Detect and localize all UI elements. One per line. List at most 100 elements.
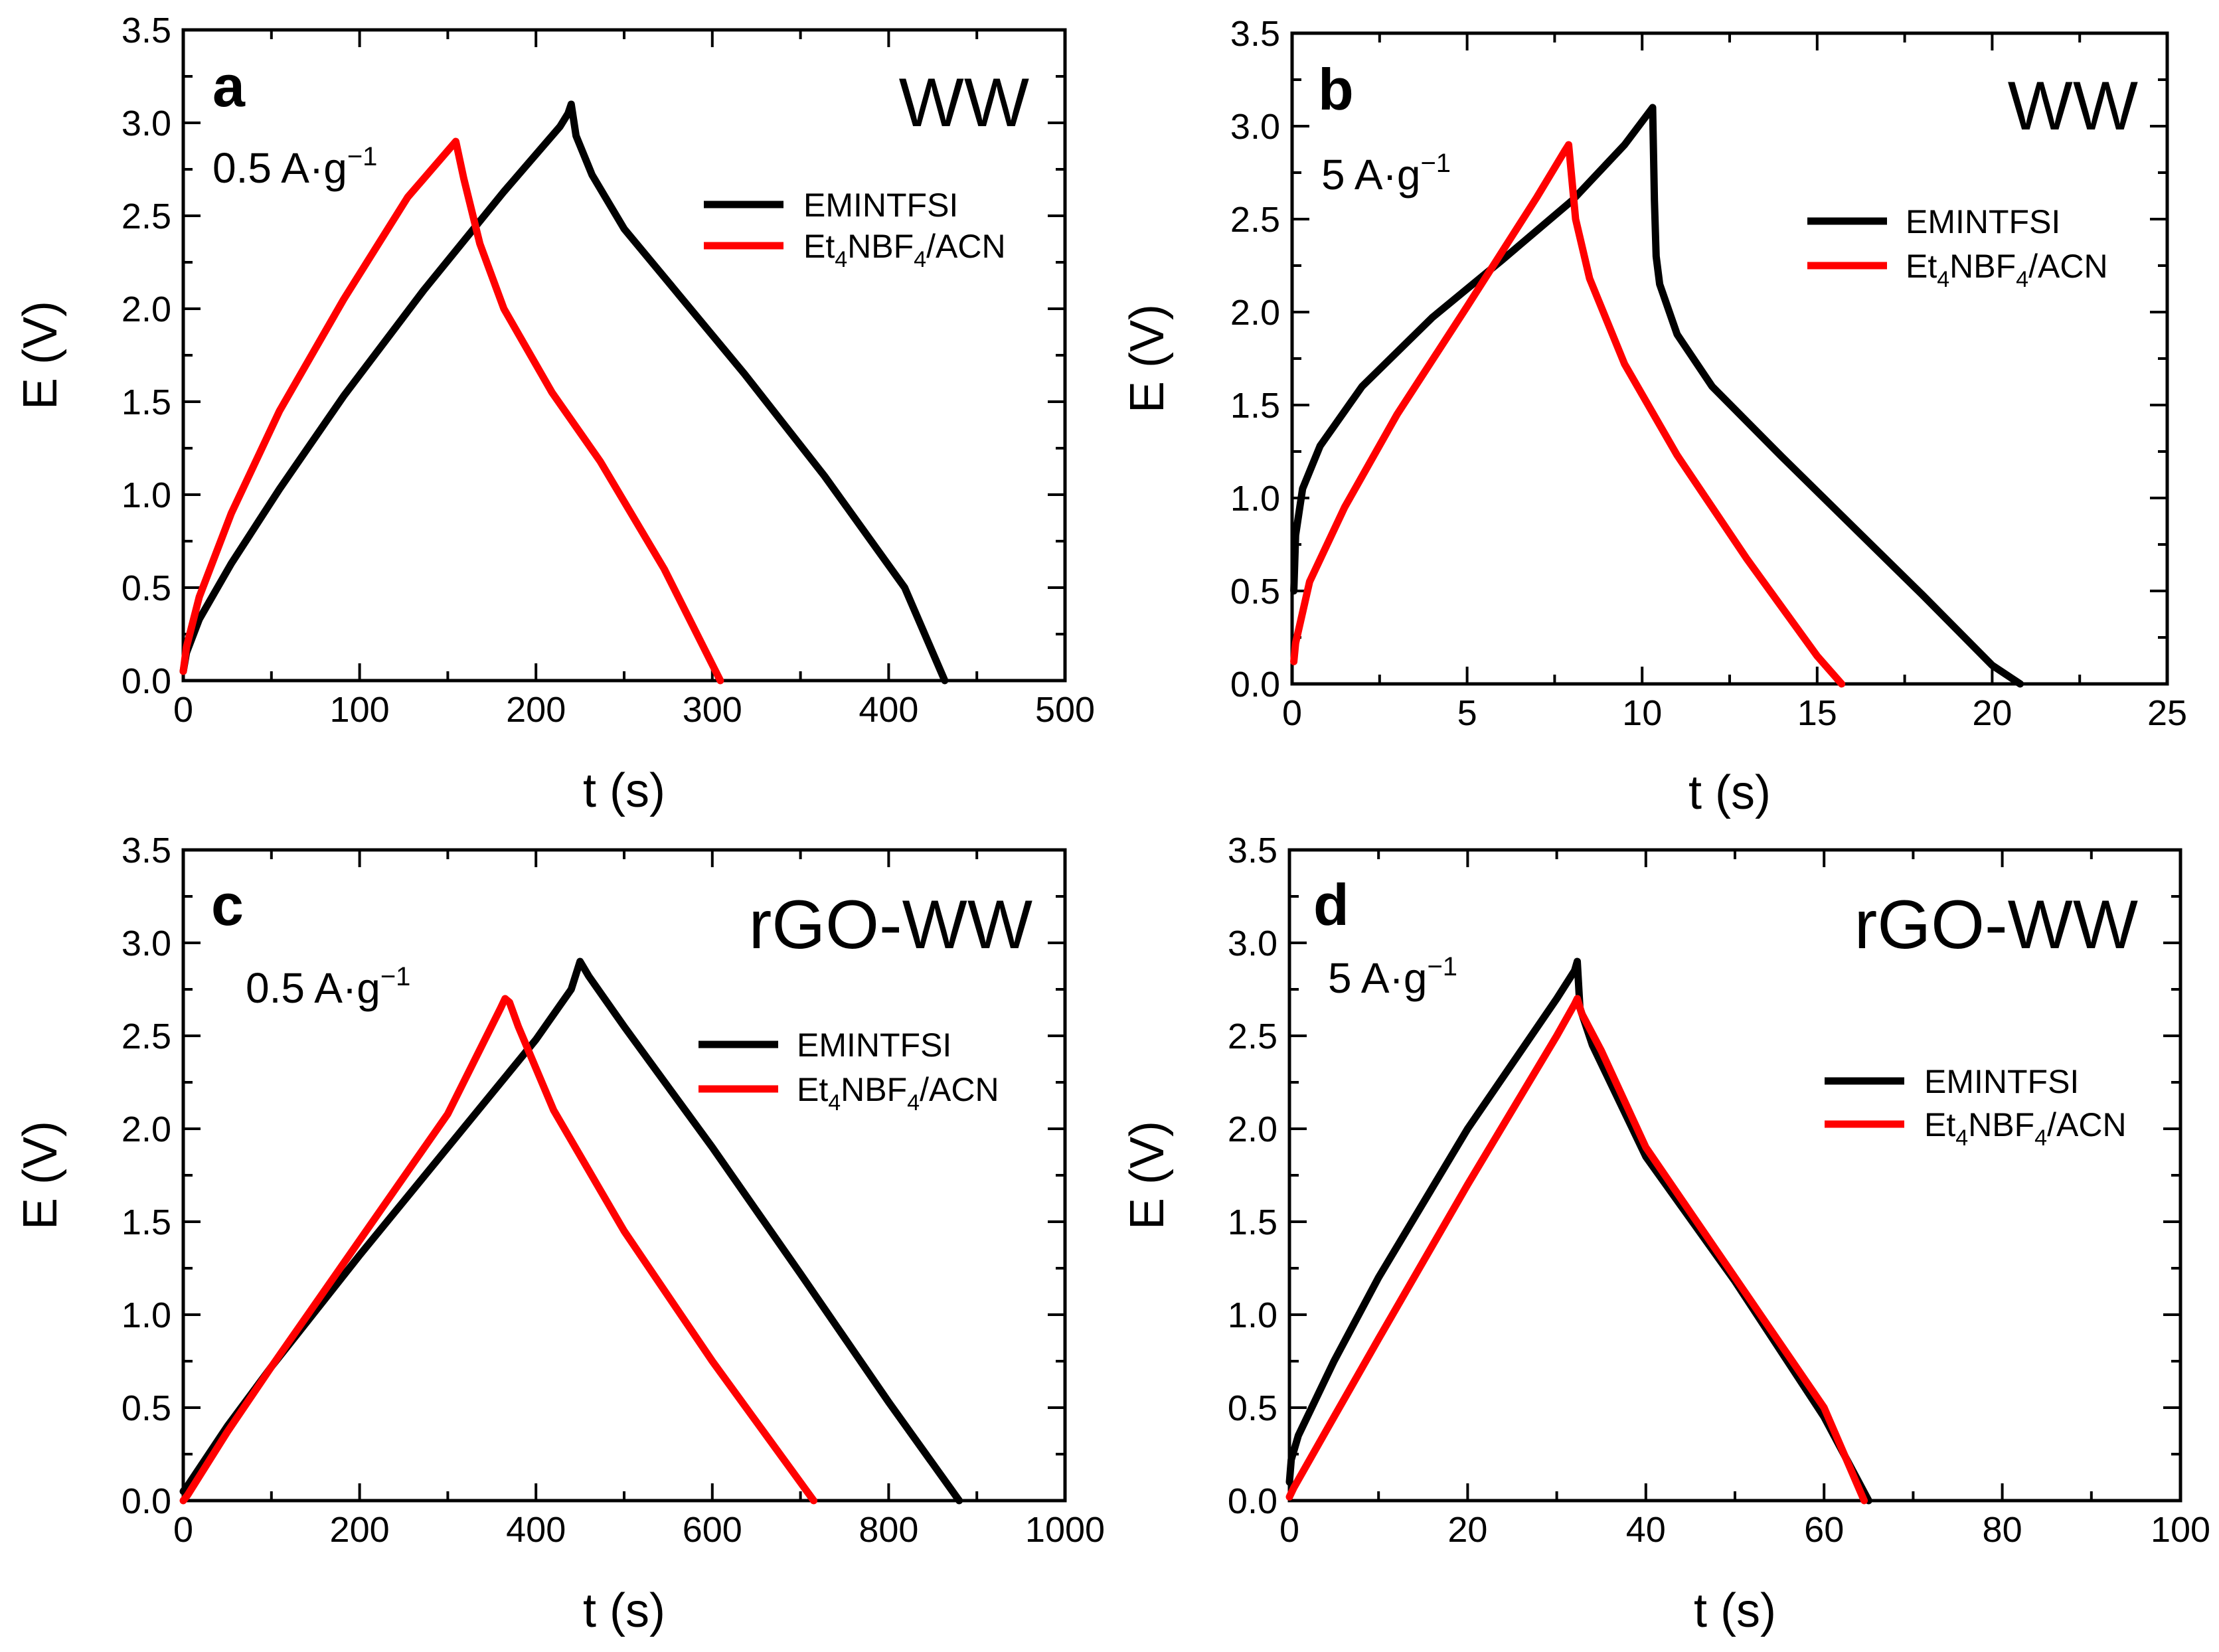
tick-labels: 0 100 200 300 400 500 0.0 0.5 1.0 1.5 2.0 2.5 3.0 3.5	[122, 11, 1095, 730]
x-tick-label: 80	[1983, 1510, 2022, 1550]
series-line-emintfsi	[1290, 104, 2024, 688]
x-tick-label: 15	[1797, 693, 1837, 733]
x-tick-label: 0	[173, 1510, 193, 1550]
x-tick-label: 60	[1804, 1510, 1844, 1550]
y-tick-label: 1.0	[122, 1295, 171, 1335]
y-tick-label: 0.5	[122, 568, 171, 608]
x-tick-label: 500	[1035, 690, 1095, 730]
x-tick-label: 1000	[1025, 1510, 1105, 1550]
panel-b: 0 5 10 15 20 250.00.51.01.52.02.53.03.5 b WW …	[1121, 14, 2187, 819]
current-density-exponent: −1	[1420, 149, 1451, 178]
panel-letter: d	[1313, 872, 1349, 938]
panel-c: 0 200 400 600 800 1000 0.0 0.5 1.0 1.5 2.0 2.5 3.0 3.…	[14, 831, 1105, 1637]
panel-d: 0 20 40 60 80 100 0.0 0.5 1.0 1.5 2.0 2.5 3.0 3.5 d r…	[1121, 831, 2210, 1637]
y-tick-label: 2.5	[122, 1017, 171, 1056]
current-density-label: 5 A·g−1	[1321, 149, 1451, 199]
x-tick-label: 400	[859, 690, 918, 730]
legend-label-et4nbf4-acn: Et4NBF4/ACN	[1924, 1106, 2127, 1151]
series-line-et4nbf4-acn	[1285, 995, 1868, 1505]
legend: EMINTFSI Et4NBF4/ACN	[1825, 1063, 2127, 1151]
panel-title: WW	[2008, 68, 2138, 145]
y-tick-label: 3.5	[122, 11, 171, 50]
y-tick-label: 1.5	[1228, 1202, 1277, 1242]
y-tick-label: 0.5	[1230, 572, 1280, 612]
legend: EMINTFSI Et4NBF4/ACN	[699, 1027, 999, 1115]
x-tick-label: 0	[173, 690, 193, 730]
y-tick-label: 1.0	[122, 475, 171, 515]
legend-label-emintfsi: EMINTFSI	[797, 1027, 951, 1064]
x-tick-label: 100	[330, 690, 390, 730]
y-tick-label: 2.0	[122, 289, 171, 329]
y-tick-label: 3.5	[122, 831, 171, 870]
x-tick-label: 600	[683, 1510, 742, 1550]
y-tick-label: 2.5	[1230, 200, 1280, 240]
y-tick-label: 3.5	[1228, 831, 1277, 870]
panel-letter: a	[212, 53, 246, 119]
panel-letter: b	[1318, 56, 1354, 122]
y-tick-label: 2.0	[1228, 1110, 1277, 1149]
legend: EMINTFSI Et4NBF4/ACN	[704, 187, 1006, 272]
y-tick-label: 1.0	[1228, 1295, 1277, 1335]
y-tick-label: 1.5	[1230, 386, 1280, 426]
x-tick-label: 10	[1622, 693, 1662, 733]
current-density-exponent: −1	[380, 962, 411, 991]
y-tick-label: 0.0	[1230, 665, 1280, 704]
x-tick-label: 300	[683, 690, 742, 730]
x-axis-title: t (s)	[583, 764, 665, 817]
current-density-value: 5 A·g	[1321, 151, 1420, 199]
panel-title: WW	[899, 64, 1029, 141]
y-tick-label: 2.0	[122, 1110, 171, 1149]
legend-label-emintfsi: EMINTFSI	[1906, 203, 2060, 240]
legend-label-et4nbf4-acn: Et4NBF4/ACN	[1906, 248, 2108, 292]
y-tick-label: 0.0	[122, 1481, 171, 1521]
data-series	[179, 100, 949, 685]
legend-label-et4nbf4-acn: Et4NBF4/ACN	[797, 1071, 999, 1115]
tick-labels: 0 200 400 600 800 1000 0.0 0.5 1.0 1.5 2.0 2.5 3.0 3.…	[122, 831, 1105, 1550]
x-tick-label: 20	[1972, 693, 2012, 733]
y-tick-label: 2.5	[1228, 1017, 1277, 1056]
legend-label-et4nbf4-acn: Et4NBF4/ACN	[803, 228, 1006, 272]
y-tick-label: 3.0	[1228, 924, 1277, 963]
data-series	[1285, 957, 1872, 1505]
current-density-label: 0.5 A·g−1	[246, 962, 410, 1012]
tick-labels: 0 20 40 60 80 100 0.0 0.5 1.0 1.5 2.0 2.5 3.0 3.5	[1228, 831, 2210, 1550]
x-tick-label: 40	[1626, 1510, 1666, 1550]
current-density-value: 5 A·g	[1328, 954, 1427, 1002]
legend: EMINTFSI Et4NBF4/ACN	[1807, 203, 2108, 292]
y-axis-title: E (V)	[14, 1121, 67, 1230]
y-tick-label: 0.0	[122, 661, 171, 701]
y-tick-label: 0.5	[122, 1388, 171, 1428]
y-tick-label: 3.0	[1230, 107, 1280, 147]
x-tick-label: 100	[2151, 1510, 2210, 1550]
tick-marks	[182, 849, 1066, 1502]
series-line-emintfsi	[179, 100, 949, 685]
y-tick-label: 1.5	[122, 1202, 171, 1242]
x-axis-title: t (s)	[1688, 766, 1771, 819]
y-tick-label: 2.5	[122, 197, 171, 236]
y-tick-label: 1.5	[122, 382, 171, 422]
current-density-value: 0.5 A·g	[246, 964, 380, 1012]
x-tick-label: 400	[506, 1510, 566, 1550]
x-tick-label: 200	[330, 1510, 390, 1550]
y-axis-title: E (V)	[1121, 304, 1174, 413]
series-line-et4nbf4-acn	[179, 137, 724, 685]
x-tick-label: 800	[859, 1510, 918, 1550]
x-tick-label: 0	[1282, 693, 1302, 733]
panel-a: 0 100 200 300 400 500 0.0 0.5 1.0 1.5 2.0 2.5 3.0 3.5…	[14, 11, 1095, 817]
tick-marks	[1288, 849, 2182, 1502]
x-axis-title: t (s)	[1694, 1584, 1776, 1637]
y-axis-title: E (V)	[1121, 1121, 1174, 1230]
panel-letter: c	[211, 872, 244, 938]
y-tick-label: 3.0	[122, 924, 171, 963]
current-density-value: 0.5 A·g	[212, 144, 347, 192]
y-tick-label: 0.5	[1228, 1388, 1277, 1428]
y-tick-label: 3.5	[1230, 14, 1280, 54]
x-tick-label: 200	[506, 690, 566, 730]
current-density-label: 5 A·g−1	[1328, 952, 1457, 1002]
series-line-et4nbf4-acn	[179, 995, 817, 1505]
x-axis-title: t (s)	[583, 1584, 665, 1637]
current-density-exponent: −1	[347, 142, 378, 171]
y-tick-label: 0.0	[1228, 1481, 1277, 1521]
panel-title: rGO-WW	[749, 886, 1032, 963]
